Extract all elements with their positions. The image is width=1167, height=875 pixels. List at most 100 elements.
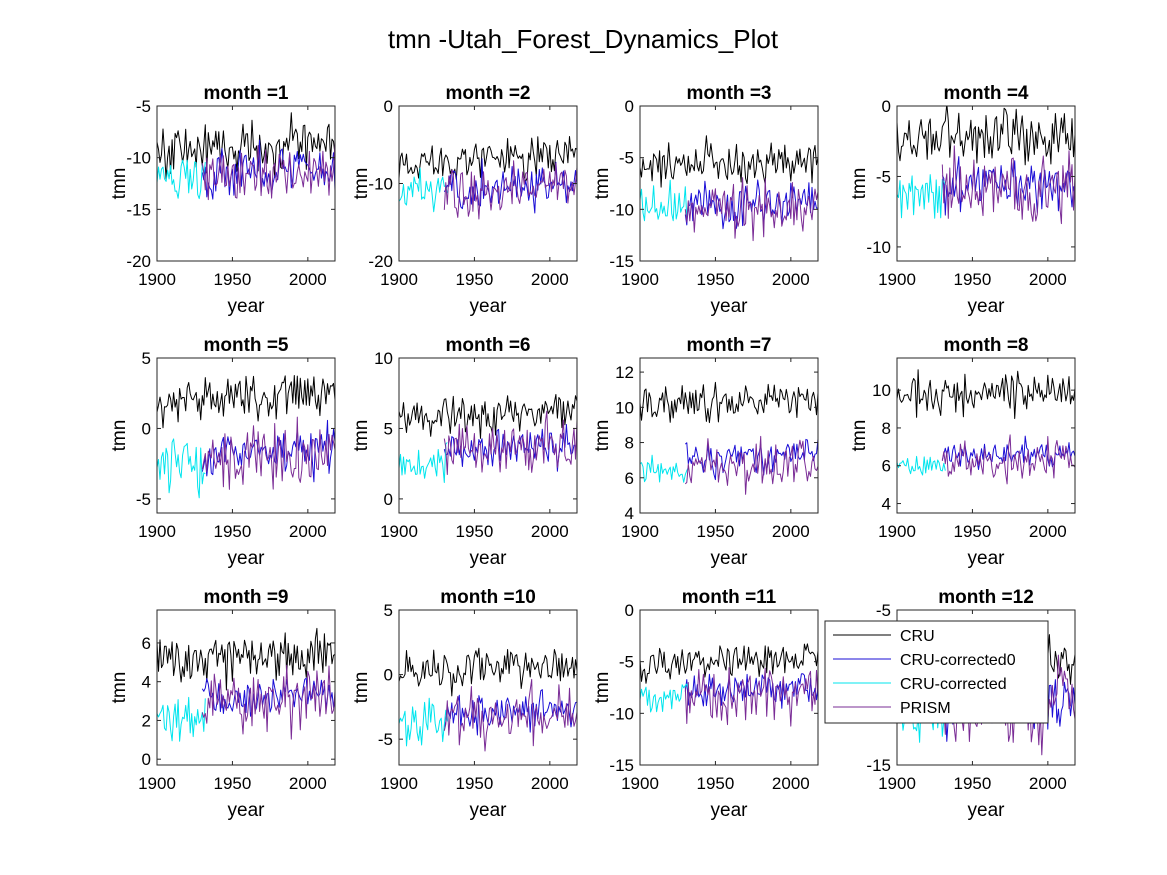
x-axis-label: year	[968, 548, 1006, 569]
x-axis-label: year	[470, 800, 508, 821]
x-tick-label: 2000	[772, 270, 810, 289]
y-tick-label: 8	[625, 434, 634, 453]
y-tick-label: -5	[876, 601, 891, 620]
y-tick-label: -10	[126, 149, 151, 168]
subplot-2: 1900 1950 2000 -20 -10 0 month =2 year tmn	[351, 83, 578, 317]
series-line-cru-corrected	[897, 455, 946, 476]
y-axis-label: tmn	[351, 420, 372, 452]
subplot-7: 1900 1950 2000 4 6 8 10 12 month =7 year tmn	[592, 335, 819, 569]
x-tick-label: 1950	[954, 774, 992, 793]
x-axis-label: year	[470, 296, 508, 317]
x-tick-label: 1950	[697, 270, 735, 289]
x-tick-label: 1950	[214, 774, 252, 793]
x-tick-label: 2000	[531, 774, 569, 793]
series-line-cru-corrected	[157, 438, 206, 499]
subplot-title: month =9	[204, 587, 289, 608]
subplot-title: month =8	[944, 335, 1029, 356]
y-tick-label: 4	[142, 673, 151, 692]
y-axis-label: tmn	[109, 672, 130, 704]
series-line-prism	[201, 141, 335, 201]
y-tick-label: 0	[882, 97, 891, 116]
y-tick-label: 0	[384, 666, 393, 685]
series-line-cru-corrected	[897, 174, 946, 219]
legend-label: CRU-corrected0	[900, 652, 1016, 669]
series-line-prism	[443, 160, 577, 220]
plot-area	[640, 643, 818, 727]
series-line-cru	[399, 647, 577, 697]
x-axis-label: year	[711, 548, 749, 569]
y-tick-label: -5	[619, 149, 634, 168]
subplot-1: 1900 1950 2000 -20 -15 -10 -5 month =1 year tmn	[109, 83, 336, 317]
series-line-prism	[684, 177, 818, 242]
y-tick-label: -15	[126, 200, 151, 219]
y-axis-label: tmn	[849, 420, 870, 452]
plot-area	[157, 375, 335, 499]
x-tick-label: 1900	[138, 522, 176, 541]
legend-label: CRU-corrected	[900, 676, 1007, 693]
x-tick-label: 2000	[1029, 774, 1067, 793]
y-tick-label: -5	[378, 730, 393, 749]
plot-area	[897, 369, 1075, 485]
subplot-title: month =7	[687, 335, 772, 356]
y-tick-label: 0	[142, 750, 151, 769]
subplot-title: month =1	[204, 83, 289, 104]
y-tick-label: 8	[882, 419, 891, 438]
y-axis-label: tmn	[592, 168, 613, 200]
plot-area	[157, 627, 335, 742]
series-line-cru-corrected	[640, 454, 689, 483]
y-tick-label: 4	[625, 504, 634, 523]
x-tick-label: 1950	[214, 522, 252, 541]
series-line-cru-corrected	[640, 179, 689, 222]
y-tick-label: -10	[609, 200, 634, 219]
axes-box	[156, 609, 336, 766]
subplot-title: month =2	[446, 83, 531, 104]
x-tick-label: 1950	[214, 270, 252, 289]
figure-title: tmn -Utah_Forest_Dynamics_Plot	[388, 24, 779, 54]
x-axis-label: year	[711, 800, 749, 821]
x-axis-label: year	[228, 548, 266, 569]
x-tick-label: 1900	[138, 774, 176, 793]
y-tick-label: 0	[625, 601, 634, 620]
series-line-cru	[640, 135, 818, 188]
y-tick-label: -5	[136, 97, 151, 116]
axes-box	[639, 105, 819, 262]
y-tick-label: 5	[384, 601, 393, 620]
x-tick-label: 1950	[456, 774, 494, 793]
x-tick-label: 1900	[878, 774, 916, 793]
y-tick-label: 2	[142, 711, 151, 730]
subplot-5: 1900 1950 2000 -5 0 5 month =5 year tmn	[109, 335, 336, 569]
subplot-title: month =10	[440, 587, 536, 608]
series-line-cru-corrected	[157, 696, 206, 742]
series-line-prism	[684, 667, 818, 727]
subplot-title: month =11	[682, 587, 777, 608]
x-tick-label: 1900	[138, 270, 176, 289]
x-tick-label: 1900	[878, 270, 916, 289]
x-tick-label: 2000	[1029, 522, 1067, 541]
series-line-cru	[157, 627, 335, 691]
axes-box	[639, 609, 819, 766]
x-tick-label: 1950	[456, 270, 494, 289]
y-tick-label: 0	[625, 97, 634, 116]
series-line-cru	[640, 643, 818, 684]
series-line-cru-corrected	[399, 697, 448, 747]
x-tick-label: 2000	[1029, 270, 1067, 289]
series-line-cru	[897, 106, 1075, 166]
axes-box	[156, 105, 336, 262]
series-line-cru	[399, 394, 577, 439]
x-axis-label: year	[470, 548, 508, 569]
series-line-cru	[640, 381, 818, 424]
x-tick-label: 1900	[621, 774, 659, 793]
series-line-prism	[941, 145, 1075, 225]
subplot-4: 1900 1950 2000 -10 -5 0 month =4 year tmn	[849, 83, 1076, 317]
x-tick-label: 2000	[289, 522, 327, 541]
axes-box	[896, 357, 1076, 514]
x-tick-label: 1900	[380, 522, 418, 541]
y-tick-label: 5	[384, 419, 393, 438]
x-tick-label: 2000	[531, 522, 569, 541]
series-line-prism	[201, 416, 335, 490]
y-tick-label: 6	[882, 457, 891, 476]
subplot-3: 1900 1950 2000 -15 -10 -5 0 month =3 year tmn	[592, 83, 819, 317]
x-tick-label: 1950	[697, 522, 735, 541]
